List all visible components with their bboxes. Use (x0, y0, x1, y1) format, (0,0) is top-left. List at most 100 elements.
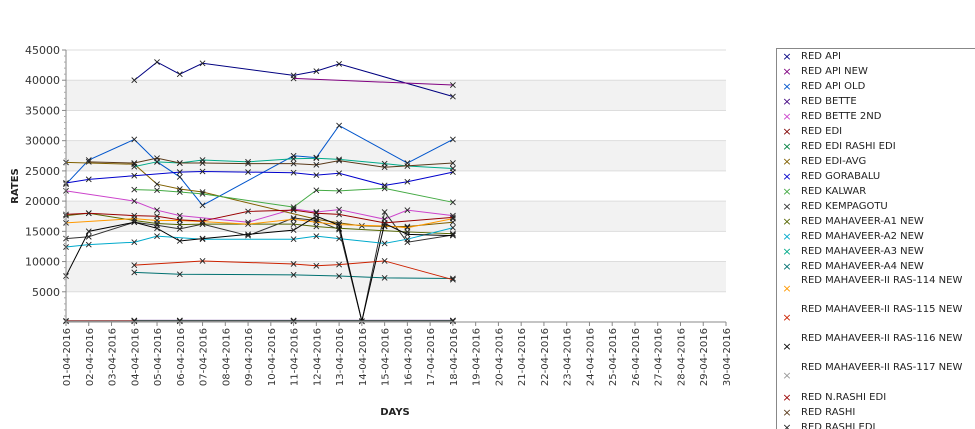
data-point (404, 207, 411, 214)
data-point (290, 169, 297, 176)
legend-marker: × (782, 421, 792, 429)
data-point (290, 75, 297, 82)
legend-label: RED RASHI (801, 407, 856, 418)
data-point (404, 178, 411, 185)
legend-item: × RED MAHAVEER-A3 NEW (777, 244, 975, 259)
data-point (176, 216, 183, 223)
data-point (449, 224, 456, 231)
data-point (199, 202, 206, 209)
legend-item: × RED RASHI EDI (777, 420, 975, 429)
y-tick-label: 10000 (25, 256, 60, 269)
x-tick-label: 01-04-2016 (62, 328, 73, 386)
data-point (290, 216, 297, 223)
data-point (245, 208, 251, 215)
legend-label: RED N.RASHI EDI (801, 392, 887, 403)
data-point (336, 60, 343, 67)
x-tick-label: 29-04-2016 (699, 328, 710, 386)
data-point (176, 212, 183, 219)
legend-marker: × (782, 95, 792, 108)
legend-marker: × (782, 65, 792, 78)
data-point (290, 318, 297, 325)
legend-label: RED MAHAVEER-II RAS-116 NEW (801, 333, 963, 344)
data-point (176, 71, 183, 78)
data-point (336, 122, 343, 129)
x-tick-label: 05-04-2016 (153, 328, 164, 386)
legend-label: RED EDI (801, 126, 843, 137)
data-point (313, 219, 320, 226)
data-point (154, 59, 160, 66)
data-point (336, 170, 343, 177)
data-point (85, 176, 92, 183)
data-point (449, 275, 456, 282)
data-point (313, 262, 320, 269)
y-tick-label: 15000 (25, 225, 60, 238)
legend-label: RED MAHAVEER-II RAS-114 NEW (801, 275, 963, 286)
x-tick-label: 26-04-2016 (631, 328, 642, 386)
data-point (131, 239, 138, 246)
legend-item: × RED API NEW (777, 64, 975, 79)
data-point (381, 258, 388, 264)
data-point (313, 155, 320, 162)
data-point (381, 219, 388, 226)
legend-label: RED MAHAVEER-A1 NEW (801, 216, 924, 227)
data-point (336, 222, 343, 229)
legend-marker: × (782, 140, 792, 153)
data-point (449, 93, 456, 100)
y-axis-label: RATES (10, 168, 21, 204)
legend-label: RED MAHAVEER-II RAS-117 NEW (801, 362, 963, 373)
legend-item: × RED BETTE (777, 94, 975, 109)
data-point (176, 238, 183, 244)
data-point (290, 261, 297, 267)
x-tick-label: 23-04-2016 (563, 328, 574, 386)
data-point (176, 271, 183, 278)
x-tick-label: 25-04-2016 (608, 328, 619, 386)
data-point (176, 169, 183, 176)
legend-label: RED API NEW (801, 66, 868, 77)
x-tick-label: 03-04-2016 (108, 328, 119, 386)
line-chart: 5000 10000 15000 20000 25000 30000 35000 40000 4… (10, 44, 733, 418)
series-line (65, 215, 453, 322)
legend-item: × RED GORABALU (777, 169, 975, 184)
data-point (313, 172, 320, 179)
data-point (381, 185, 388, 192)
x-tick-label: 06-04-2016 (176, 328, 187, 386)
data-point (199, 218, 206, 224)
data-point (176, 318, 183, 325)
legend-item: × RED API OLD (777, 79, 975, 94)
legend-marker: × (782, 50, 792, 63)
legend-item: × RED N.RASHI EDI (777, 390, 975, 405)
x-tick-label: 27-04-2016 (654, 328, 665, 386)
x-tick-label: 15-04-2016 (381, 328, 392, 386)
legend-marker: × (782, 125, 792, 138)
data-point (381, 240, 388, 247)
legend-label: RED BETTE 2ND (801, 111, 882, 122)
legend-item: × RED MAHAVEER-A4 NEW (777, 259, 975, 274)
legend-item: × RED MAHAVEER-II RAS-115 NEW (777, 303, 975, 332)
data-point (449, 215, 456, 222)
x-tick-label: 16-04-2016 (403, 328, 414, 386)
data-point (199, 235, 206, 242)
data-point (131, 77, 138, 84)
data-point (313, 210, 320, 217)
x-tick-label: 04-04-2016 (130, 328, 141, 386)
x-tick-label: 19-04-2016 (472, 328, 483, 386)
legend-label: RED API (801, 51, 841, 62)
legend-marker: × (782, 230, 792, 243)
legend-marker: × (782, 245, 792, 258)
legend-item: × RED MAHAVEER-A2 NEW (777, 229, 975, 244)
legend-marker: × (782, 260, 792, 273)
data-point (290, 207, 297, 214)
legend-label: RED MAHAVEER-II RAS-115 NEW (801, 304, 963, 315)
data-point (131, 186, 138, 193)
legend-item: × RED MAHAVEER-A1 NEW (777, 214, 975, 229)
x-tick-label: 30-04-2016 (722, 328, 733, 386)
legend-item: × RED BETTE 2ND (777, 109, 975, 124)
data-point (131, 136, 138, 143)
data-point (313, 187, 320, 194)
data-point (154, 225, 160, 232)
legend-label: RED MAHAVEER-A2 NEW (801, 231, 924, 242)
series-line (133, 61, 454, 98)
x-tick-label: 24-04-2016 (585, 328, 596, 386)
data-point (154, 217, 160, 224)
data-point (131, 219, 138, 226)
